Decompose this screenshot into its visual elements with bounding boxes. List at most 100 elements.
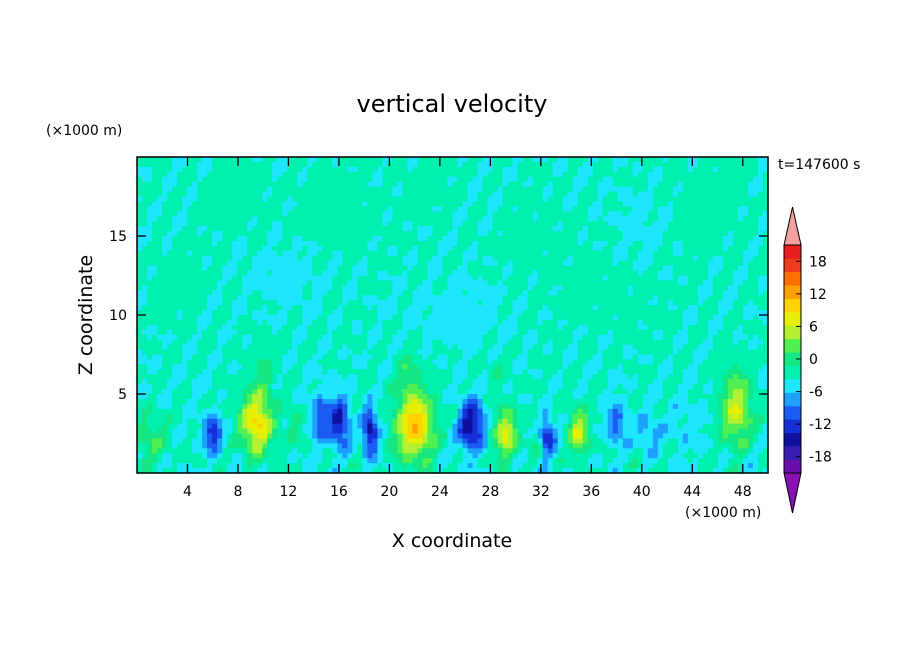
- field-cell: [627, 319, 634, 326]
- field-cell: [277, 166, 283, 173]
- field-cell: [437, 196, 444, 203]
- field-cell: [357, 275, 363, 282]
- field-cell: [567, 245, 574, 252]
- field-cell: [442, 310, 449, 316]
- field-cell: [227, 329, 233, 336]
- field-cell: [502, 157, 509, 163]
- field-cell: [477, 260, 484, 267]
- field-cell: [577, 275, 584, 282]
- field-cell: [427, 265, 434, 272]
- field-cell: [242, 295, 248, 301]
- field-cell: [327, 344, 333, 351]
- field-cell: [657, 216, 664, 222]
- field-cell: [172, 319, 178, 326]
- field-cell: [352, 334, 358, 341]
- field-cell: [267, 329, 273, 336]
- field-cell: [627, 231, 634, 237]
- field-cell: [737, 196, 744, 203]
- field-cell: [332, 245, 338, 252]
- field-cell: [612, 245, 619, 252]
- field-cell: [152, 226, 158, 232]
- field-cell: [232, 265, 238, 272]
- field-cell: [297, 349, 303, 356]
- field-cell: [222, 176, 228, 183]
- field-cell: [232, 166, 238, 173]
- field-cell: [557, 270, 564, 277]
- field-cell: [497, 329, 504, 336]
- field-cell: [217, 270, 223, 277]
- field-cell: [417, 305, 424, 311]
- field-cell: [742, 176, 749, 183]
- field-cell: [542, 186, 549, 193]
- field-cell: [222, 236, 228, 242]
- field-cell: [547, 161, 554, 168]
- field-cell: [167, 324, 173, 331]
- contour-field: [137, 157, 769, 474]
- field-cell: [662, 181, 669, 188]
- field-cell: [172, 315, 178, 321]
- field-cell: [542, 295, 549, 301]
- field-cell: [672, 211, 679, 217]
- field-cell: [212, 255, 218, 262]
- field-cell: [442, 329, 449, 336]
- field-cell: [557, 315, 564, 321]
- field-cell: [402, 216, 409, 222]
- field-cell: [242, 201, 248, 207]
- field-cell: [252, 310, 258, 316]
- field-cell: [402, 255, 409, 262]
- field-cell: [442, 295, 449, 301]
- field-cell: [312, 319, 318, 326]
- field-cell: [342, 186, 348, 193]
- field-cell: [632, 226, 639, 232]
- field-cell: [492, 290, 499, 296]
- field-cell: [472, 344, 479, 351]
- field-cell: [287, 216, 293, 222]
- field-cell: [502, 300, 509, 306]
- field-cell: [162, 305, 168, 311]
- field-cell: [242, 171, 248, 178]
- field-cell: [292, 300, 298, 306]
- field-cell: [222, 171, 228, 178]
- field-cell: [722, 171, 729, 178]
- field-cell: [457, 280, 464, 286]
- field-cell: [337, 349, 343, 356]
- field-cell: [667, 329, 674, 336]
- field-cell: [677, 310, 684, 316]
- field-cell: [187, 191, 193, 198]
- field-cell: [737, 240, 744, 247]
- field-cell: [412, 240, 419, 247]
- field-cell: [372, 166, 378, 173]
- field-cell: [637, 310, 644, 316]
- field-cell: [212, 157, 218, 163]
- field-cell: [147, 201, 153, 207]
- field-cell: [142, 280, 148, 286]
- field-cell: [192, 275, 198, 282]
- field-cell: [337, 285, 343, 291]
- field-cell: [637, 295, 644, 301]
- field-cell: [452, 191, 459, 198]
- field-cell: [202, 265, 208, 272]
- field-cell: [677, 221, 684, 227]
- field-cell: [272, 231, 278, 237]
- field-cell: [212, 236, 218, 242]
- field-cell: [472, 211, 479, 217]
- field-cell: [697, 171, 704, 178]
- field-cell: [582, 329, 589, 336]
- field-cell: [497, 231, 504, 237]
- field-cell: [677, 275, 684, 282]
- field-cell: [642, 240, 649, 247]
- field-cell: [172, 201, 178, 207]
- field-cell: [212, 260, 218, 267]
- field-cell: [637, 280, 644, 286]
- field-cell: [762, 231, 769, 237]
- field-cell: [317, 196, 323, 203]
- field-cell: [597, 324, 604, 331]
- field-cell: [747, 329, 754, 336]
- field-cell: [502, 226, 509, 232]
- field-cell: [757, 176, 764, 183]
- field-cell: [717, 339, 724, 346]
- field-cell: [407, 339, 414, 346]
- field-cell: [182, 280, 188, 286]
- field-cell: [522, 319, 529, 326]
- field-cell: [467, 216, 474, 222]
